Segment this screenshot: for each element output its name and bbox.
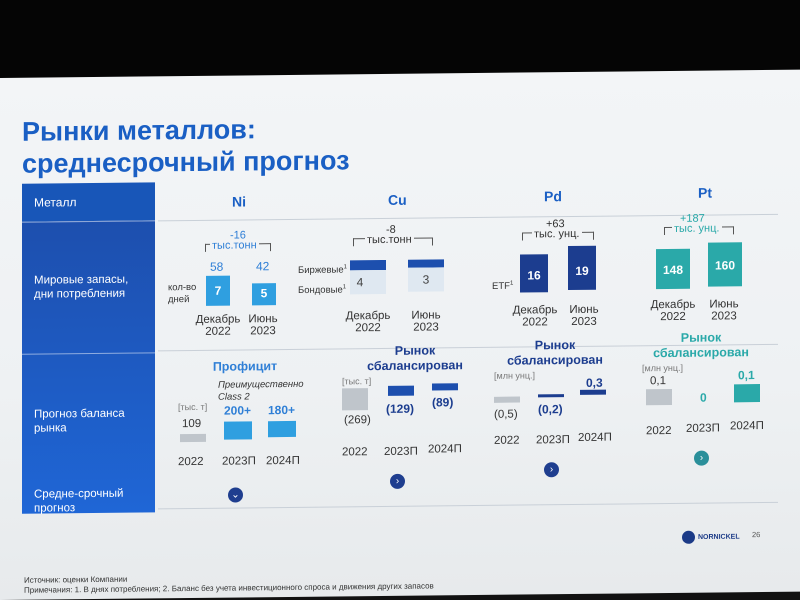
presentation-slide: Рынки металлов: среднесрочный прогноз Ме… [0, 69, 800, 600]
cu-label-exchange: Биржевые1 [298, 264, 347, 277]
title-line-2: среднесрочный прогноз [22, 145, 350, 179]
metal-header: Металл [22, 182, 155, 222]
pd-etf-label: ETF1 [492, 280, 514, 293]
pt-date-jun: Июнь 2023 [709, 298, 739, 323]
pt-value-2022: 0,1 [650, 375, 666, 388]
room-background [0, 0, 800, 80]
pt-bar-2022 [646, 388, 672, 406]
pt-next-button[interactable]: › [694, 450, 709, 466]
metal-ni: Ni [232, 193, 246, 210]
ni-note: Преимущественно Class 2 [218, 378, 304, 403]
pd-value-2023: (0,2) [538, 402, 563, 417]
pd-unit: [млн унц.] [494, 370, 536, 381]
title-line-1: Рынки металлов: [22, 114, 256, 147]
pd-unit: тыс. унц. [532, 227, 582, 241]
ni-bar-2024 [268, 420, 296, 438]
pt-bar-jun-label: 160 [714, 258, 736, 273]
divider [22, 352, 155, 355]
pt-bar-dec-label: 148 [662, 262, 684, 278]
pd-bar-jun-label: 19 [575, 263, 589, 278]
cu-date-jun: Июнь 2023 [411, 309, 441, 334]
ni-value-2022: 109 [182, 417, 202, 431]
pd-year-2022: 2022 [494, 434, 520, 447]
pt-bar-2024 [734, 384, 760, 403]
footer-source: Источник: оценки Компании [24, 574, 128, 585]
ni-year-2022: 2022 [178, 455, 204, 469]
pt-unit: [млн унц.] [642, 362, 684, 374]
row-label-inventory: Мировые запасы, дни потребления [34, 273, 129, 301]
ni-year-2024: 2024П [266, 454, 300, 468]
cu-bar-2022 [342, 388, 368, 411]
cu-bar-2024 [432, 383, 458, 391]
pt-year-2022: 2022 [646, 424, 672, 438]
pt-value-2023: 0 [700, 390, 707, 405]
ni-expand-button[interactable]: ⌄ [228, 487, 243, 503]
pd-date-dec: Декабрь 2022 [512, 304, 558, 329]
pd-bar-2022 [494, 396, 520, 403]
cu-year-2022: 2022 [342, 446, 368, 459]
ni-date-dec: Декабрь 2022 [195, 313, 241, 338]
ni-bar-jun-label: 5 [260, 286, 268, 301]
row-label-midterm: Средне-срочный прогноз [34, 487, 124, 515]
cu-unit: [тыс. т] [342, 376, 372, 387]
pd-next-button[interactable]: › [544, 462, 559, 478]
company-logo: NORNICKEL [682, 530, 740, 544]
pt-year-2024: 2024П [730, 420, 764, 433]
cu-value-2023: (129) [386, 401, 415, 416]
ni-bar-2022 [180, 433, 206, 443]
ni-bar-dec-label: 7 [214, 283, 222, 298]
ni-unit: тыс.тонн [210, 239, 259, 252]
ni-market-status: Профицит [212, 359, 278, 374]
ni-unit: [тыс. т] [178, 401, 208, 413]
cu-next-button[interactable]: › [390, 473, 405, 489]
ni-bar-2023 [224, 421, 252, 440]
pt-market-status: Рынок сбалансирован [653, 330, 749, 361]
metal-pd: Pd [544, 188, 562, 205]
cu-market-status: Рынок сбалансирован [367, 343, 463, 374]
ni-days-dec: 58 [210, 259, 224, 274]
row-label-balance: Прогноз баланса рынка [34, 407, 125, 435]
logo-icon [682, 530, 695, 544]
metal-pt: Pt [698, 184, 712, 201]
slide-title: Рынки металлов: среднесрочный прогноз [22, 112, 350, 179]
pd-bar-2024 [580, 389, 606, 395]
metal-cu: Cu [388, 191, 407, 208]
cu-bar-dec-label: 4 [356, 275, 364, 290]
page-number: 26 [752, 530, 761, 540]
cu-year-2023: 2023П [384, 445, 418, 458]
ni-year-2023: 2023П [222, 455, 256, 468]
cu-bar-2023 [388, 385, 414, 396]
left-column: Металл Мировые запасы, дни потребления П… [22, 182, 155, 515]
cu-unit: тыс.тонн [365, 233, 414, 247]
pd-value-2022: (0,5) [494, 408, 518, 421]
cu-label-bonded: Бондовые1 [298, 284, 347, 297]
cu-year-2024: 2024П [428, 443, 462, 456]
pt-value-2024: 0,1 [738, 368, 755, 383]
cu-bar-jun-label: 3 [422, 272, 430, 287]
pd-date-jun: Июнь 2023 [569, 303, 599, 329]
ni-value-2023: 200+ [224, 403, 252, 418]
cu-bar-dec-exchange [350, 259, 386, 271]
row-divider [158, 501, 778, 510]
pd-bar-dec-label: 16 [527, 268, 541, 283]
pd-year-2024: 2024П [578, 431, 612, 444]
cu-value-2024: (89) [432, 395, 454, 410]
left-column-body: Мировые запасы, дни потребления Прогноз … [22, 220, 155, 515]
pd-market-status: Рынок сбалансирован [507, 337, 603, 368]
divider [22, 220, 155, 223]
cu-value-2022: (269) [344, 414, 371, 427]
ni-date-jun: Июнь 2023 [248, 313, 278, 338]
pd-bar-2023 [538, 394, 564, 398]
ni-value-2024: 180+ [268, 402, 296, 418]
pd-year-2023: 2023П [536, 434, 570, 447]
pt-unit: тыс. унц. [672, 222, 722, 235]
pd-value-2024: 0,3 [586, 375, 603, 390]
ni-side-label: кол-во дней [168, 281, 197, 306]
ni-days-jun: 42 [256, 259, 270, 274]
cu-date-dec: Декабрь 2022 [345, 309, 391, 335]
pt-date-dec: Декабрь 2022 [650, 298, 696, 324]
pt-year-2023: 2023П [686, 422, 720, 435]
